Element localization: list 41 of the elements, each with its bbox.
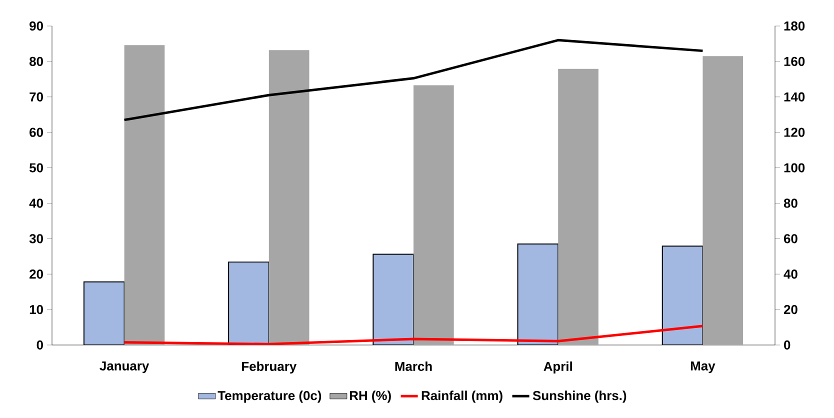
y-tick-label: 10 xyxy=(30,304,43,314)
bar xyxy=(517,243,559,345)
y2-tick-label: 0 xyxy=(784,340,790,350)
line-series xyxy=(123,324,704,345)
bar xyxy=(124,45,165,345)
legend-label: RH (%) xyxy=(350,390,391,403)
legend-label: Temperature (0c) xyxy=(218,390,322,403)
bar xyxy=(702,56,744,345)
y2-tick-label: 120 xyxy=(784,128,805,137)
legend-label: Rainfall (mm) xyxy=(422,390,502,403)
y-tick-label: 40 xyxy=(29,198,43,208)
bar xyxy=(268,50,310,345)
y2-tick-label: 20 xyxy=(784,304,798,314)
y2-tick-label: 100 xyxy=(784,163,805,172)
x-tick-label: February xyxy=(242,361,297,374)
y-tick-label: 20 xyxy=(30,270,43,279)
bar xyxy=(662,246,704,345)
bar xyxy=(372,254,414,345)
bar xyxy=(558,68,598,345)
y-tick-label: 70 xyxy=(30,92,43,102)
y2-tick-label: 60 xyxy=(784,234,798,244)
x-tick-label: April xyxy=(544,361,572,374)
y2-tick-label: 140 xyxy=(784,92,805,102)
y2-tick-label: 160 xyxy=(784,56,805,66)
x-tick-label: May xyxy=(690,361,716,374)
y-tick-label: 50 xyxy=(30,163,43,172)
line-series xyxy=(123,38,704,122)
y2-tick-label: 180 xyxy=(784,21,805,31)
legend-label: Sunshine (hrs.) xyxy=(532,390,626,403)
y2-tick-label: 80 xyxy=(784,198,798,208)
bar xyxy=(228,262,270,345)
x-tick-label: January xyxy=(100,361,150,374)
y-tick-label: 60 xyxy=(30,128,43,137)
y-tick-label: 80 xyxy=(30,56,43,66)
bar xyxy=(83,281,125,345)
y-tick-label: 90 xyxy=(30,21,43,31)
x-tick-label: March xyxy=(395,361,432,371)
y-tick-label: 0 xyxy=(36,340,43,350)
y2-tick-label: 40 xyxy=(784,270,798,279)
y-tick-label: 30 xyxy=(29,234,43,244)
bar xyxy=(414,85,454,345)
